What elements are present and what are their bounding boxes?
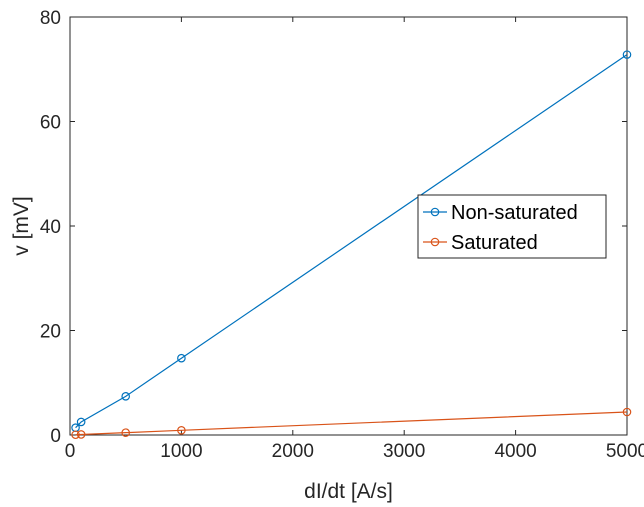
legend-box xyxy=(417,194,607,259)
series-line-non-saturated xyxy=(75,54,628,429)
data-point-saturated xyxy=(76,430,86,439)
data-point-saturated xyxy=(121,428,131,437)
data-point-non-saturated xyxy=(622,50,632,59)
series-layer xyxy=(71,50,632,440)
x-tick-label: 3000 xyxy=(383,441,425,462)
y-axis-label: v [mV] xyxy=(10,196,33,256)
legend: Non-saturated Saturated xyxy=(417,194,607,259)
y-tick-label: 20 xyxy=(40,322,61,343)
x-tick-label: 5000 xyxy=(606,441,644,462)
data-point-saturated xyxy=(622,407,632,417)
legend-label-non-saturated: Non-saturated xyxy=(451,202,578,224)
x-tick-label: 2000 xyxy=(272,441,314,462)
data-point-saturated xyxy=(177,425,186,435)
y-tick-label: 0 xyxy=(50,426,61,447)
axis-ticks: 0 1000 2000 3000 4000 5000 0 20 40 60 80 xyxy=(40,8,644,462)
data-point-non-saturated xyxy=(121,392,131,401)
legend-label-saturated: Saturated xyxy=(451,232,538,254)
y-tick-label: 60 xyxy=(40,113,61,134)
x-tick-label: 1000 xyxy=(160,441,202,462)
y-tick-label: 80 xyxy=(40,8,61,29)
x-axis-label: dI/dt [A/s] xyxy=(304,480,393,503)
legend-marker-saturated xyxy=(430,237,440,247)
data-point-saturated xyxy=(71,430,80,440)
data-point-non-saturated xyxy=(76,417,86,427)
legend-marker-non-saturated xyxy=(430,207,440,217)
y-tick-label: 40 xyxy=(40,217,61,238)
x-tick-label: 0 xyxy=(65,441,76,462)
data-point-non-saturated xyxy=(177,353,186,363)
x-tick-label: 4000 xyxy=(494,441,536,462)
